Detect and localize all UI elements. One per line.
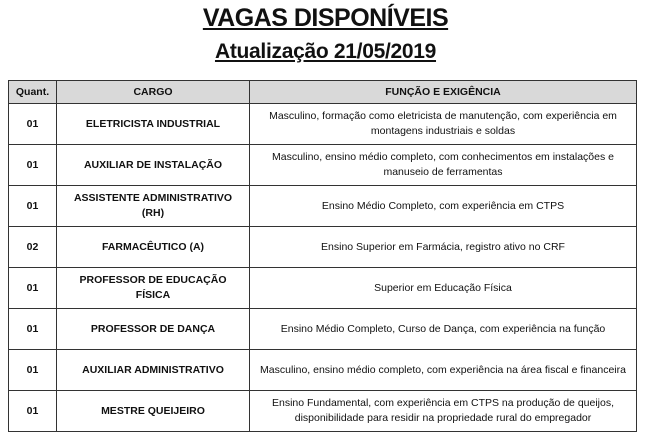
cell-funcao: Masculino, ensino médio completo, com co… [249, 144, 637, 186]
cell-cargo: ASSISTENTE ADMINISTRATIVO (RH) [56, 185, 250, 227]
table-row: 02 FARMACÊUTICO (A) Ensino Superior em Far… [8, 226, 637, 268]
cell-quant: 01 [8, 144, 57, 186]
cell-quant: 01 [8, 103, 57, 145]
cell-quant: 01 [8, 390, 57, 432]
table-row: 01 AUXILIAR DE INSTALAÇÃO Masculino, ensin… [8, 144, 637, 186]
cell-cargo: ELETRICISTA INDUSTRIAL [56, 103, 250, 145]
cell-funcao: Ensino Médio Completo, com experiência e… [249, 185, 637, 227]
cell-funcao: Superior em Educação Física [249, 267, 637, 309]
page-title: VAGAS DISPONÍVEIS [202, 4, 449, 32]
column-header-cargo: CARGO [56, 80, 250, 104]
cell-quant: 01 [8, 267, 57, 309]
cell-cargo: MESTRE QUEIJEIRO [56, 390, 250, 432]
cell-funcao: Masculino, formação como eletricista de … [249, 103, 637, 145]
cell-quant: 01 [8, 349, 57, 391]
table-row: 01 MESTRE QUEIJEIRO Ensino Fundamental, co… [8, 390, 637, 432]
table-row: 01 AUXILIAR ADMINISTRATIVO Masculino, ensi… [8, 349, 637, 391]
cell-funcao: Masculino, ensino médio completo, com ex… [249, 349, 637, 391]
table-row: 01 ELETRICISTA INDUSTRIAL Masculino, forma… [8, 103, 637, 145]
cell-funcao: Ensino Fundamental, com experiência em C… [249, 390, 637, 432]
table-header-row: Quant. CARGO FUNÇÃO E EXIGÊNCIA [8, 80, 637, 104]
table-row: 01 PROFESSOR DE DANÇA Ensino Médio Complet… [8, 308, 637, 350]
cell-cargo: FARMACÊUTICO (A) [56, 226, 250, 268]
cell-quant: 02 [8, 226, 57, 268]
job-openings-table: Quant. CARGO FUNÇÃO E EXIGÊNCIA 01 ELETRI… [8, 80, 637, 432]
table-row: 01 ASSISTENTE ADMINISTRATIVO (RH) Ensino M… [8, 185, 637, 227]
cell-cargo: AUXILIAR ADMINISTRATIVO [56, 349, 250, 391]
update-date: Atualização 21/05/2019 [214, 40, 437, 63]
table-row: 01 PROFESSOR DE EDUCAÇÃO FÍSICA Superior e… [8, 267, 637, 309]
column-header-funcao: FUNÇÃO E EXIGÊNCIA [249, 80, 637, 104]
cell-funcao: Ensino Superior em Farmácia, registro at… [249, 226, 637, 268]
cell-cargo: PROFESSOR DE DANÇA [56, 308, 250, 350]
cell-cargo: AUXILIAR DE INSTALAÇÃO [56, 144, 250, 186]
column-header-quant: Quant. [8, 80, 57, 104]
cell-funcao: Ensino Médio Completo, Curso de Dança, c… [249, 308, 637, 350]
cell-quant: 01 [8, 308, 57, 350]
cell-cargo: PROFESSOR DE EDUCAÇÃO FÍSICA [56, 267, 250, 309]
cell-quant: 01 [8, 185, 57, 227]
